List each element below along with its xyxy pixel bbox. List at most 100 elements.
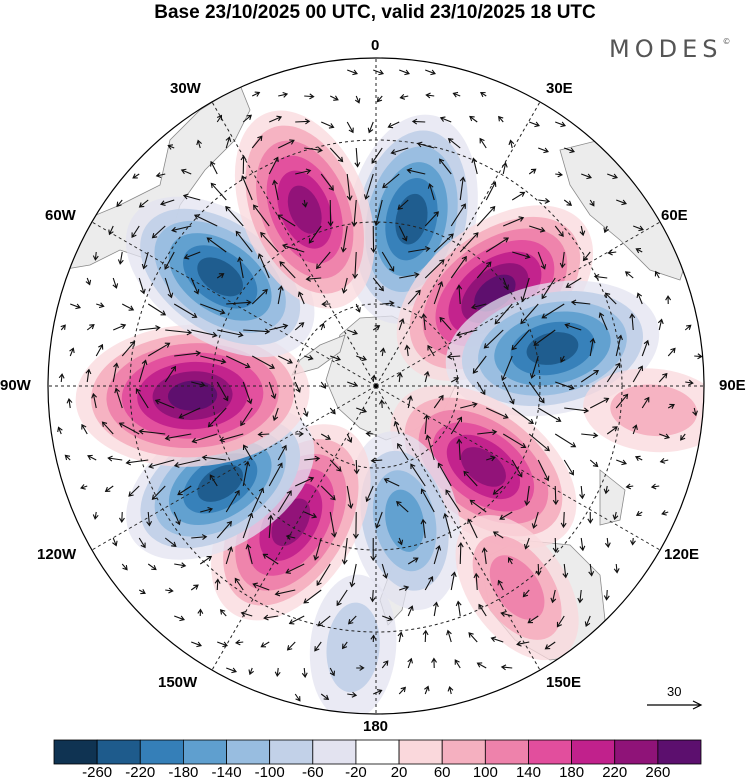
wind-arrow <box>565 277 582 288</box>
meridian-line <box>375 385 541 671</box>
wind-arrow <box>456 438 463 461</box>
wind-arrow <box>589 199 595 207</box>
wind-arrow <box>562 563 569 579</box>
wind-arrow <box>277 214 296 227</box>
wind-arrow <box>304 93 315 100</box>
wind-arrow <box>559 251 566 269</box>
positive-anomaly <box>583 368 704 453</box>
wind-arrow <box>178 407 201 419</box>
wind-arrow <box>260 231 279 253</box>
wind-arrow <box>191 433 218 444</box>
wind-arrow <box>190 584 199 591</box>
wind-arrow <box>320 433 332 440</box>
wind-arrow <box>316 563 331 587</box>
wind-arrow <box>351 199 358 227</box>
wind-arrow <box>423 414 430 435</box>
wind-arrow <box>199 555 213 565</box>
wind-arrow <box>556 615 565 628</box>
wind-arrow <box>529 355 539 379</box>
wind-arrow <box>164 433 192 441</box>
wind-arrow <box>550 589 557 604</box>
wind-arrow <box>483 329 504 349</box>
wind-arrow <box>251 487 265 513</box>
wind-arrow <box>95 343 104 357</box>
wind-arrow <box>167 144 175 150</box>
wind-arrow <box>433 544 442 565</box>
wind-arrow <box>404 344 411 357</box>
wind-arrow <box>563 199 573 206</box>
wind-arrow <box>499 511 513 520</box>
negative-anomaly <box>309 574 397 714</box>
wind-arrow <box>294 381 301 393</box>
wind-arrow <box>207 407 227 428</box>
positive-anomaly <box>396 205 594 381</box>
wind-arrow <box>347 329 359 336</box>
wind-arrow <box>58 373 65 383</box>
wind-arrow <box>251 135 263 149</box>
wind-arrow <box>632 365 643 383</box>
wind-arrow <box>294 693 301 702</box>
wind-arrow <box>523 537 530 550</box>
wind-arrow <box>86 323 95 331</box>
wind-arrow <box>425 434 435 461</box>
wind-arrow <box>416 141 435 149</box>
wind-arrow <box>234 577 244 591</box>
wind-arrow <box>340 225 348 253</box>
wind-arrow <box>147 563 157 571</box>
wind-arrow <box>485 237 510 253</box>
wind-arrow <box>382 300 395 307</box>
wind-arrow <box>374 199 383 227</box>
wind-arrow <box>467 518 478 539</box>
wind-arrow <box>240 154 247 175</box>
wind-arrow <box>269 323 289 331</box>
wind-arrow <box>321 301 331 308</box>
wind-arrow <box>226 299 252 306</box>
wind-arrow <box>257 431 270 438</box>
wind-arrow <box>320 173 334 191</box>
wind-arrow <box>612 511 619 521</box>
wind-arrow <box>477 429 498 436</box>
wind-arrow <box>481 547 488 565</box>
wind-arrow <box>60 324 66 331</box>
wind-arrow <box>151 485 166 500</box>
wind-arrow <box>399 69 411 76</box>
wind-arrow <box>439 316 452 331</box>
wind-arrow <box>469 499 487 513</box>
colorbar-tick-label: -140 <box>211 764 242 781</box>
wind-arrow <box>69 347 75 357</box>
wind-arrow <box>393 420 400 435</box>
wind-arrow <box>501 161 508 175</box>
wind-arrow <box>641 396 650 409</box>
wind-arrow <box>354 147 361 168</box>
wind-arrow <box>138 199 149 208</box>
wind-arrow <box>636 292 643 305</box>
wind-arrow <box>431 657 437 669</box>
wind-arrow <box>260 641 270 648</box>
colorbar-tick-label: -260 <box>82 764 113 781</box>
wind-arrow <box>251 288 268 305</box>
wind-arrow <box>242 381 253 405</box>
wind-arrow <box>329 95 339 101</box>
wind-arrow <box>138 537 146 549</box>
wind-arrow <box>615 334 623 357</box>
wind-arrow <box>91 392 98 409</box>
wind-arrow <box>371 147 383 164</box>
wind-arrow <box>555 381 575 391</box>
wind-arrow <box>286 641 296 651</box>
wind-arrow <box>486 455 496 462</box>
wind-arrow <box>274 667 281 678</box>
wind-arrow <box>661 509 669 516</box>
wind-arrow <box>112 362 119 383</box>
wind-arrow <box>420 313 427 331</box>
wind-arrow <box>356 355 368 362</box>
wind-arrow <box>437 462 452 487</box>
wind-arrow <box>373 689 383 695</box>
wind-arrow <box>327 199 334 227</box>
wind-arrow <box>135 388 149 409</box>
wind-arrow <box>336 589 348 607</box>
wind-arrow <box>502 433 527 449</box>
wind-arrow <box>329 667 336 677</box>
wind-arrow <box>500 611 513 617</box>
wind-arrow <box>554 433 577 448</box>
wind-arrow <box>529 225 546 233</box>
